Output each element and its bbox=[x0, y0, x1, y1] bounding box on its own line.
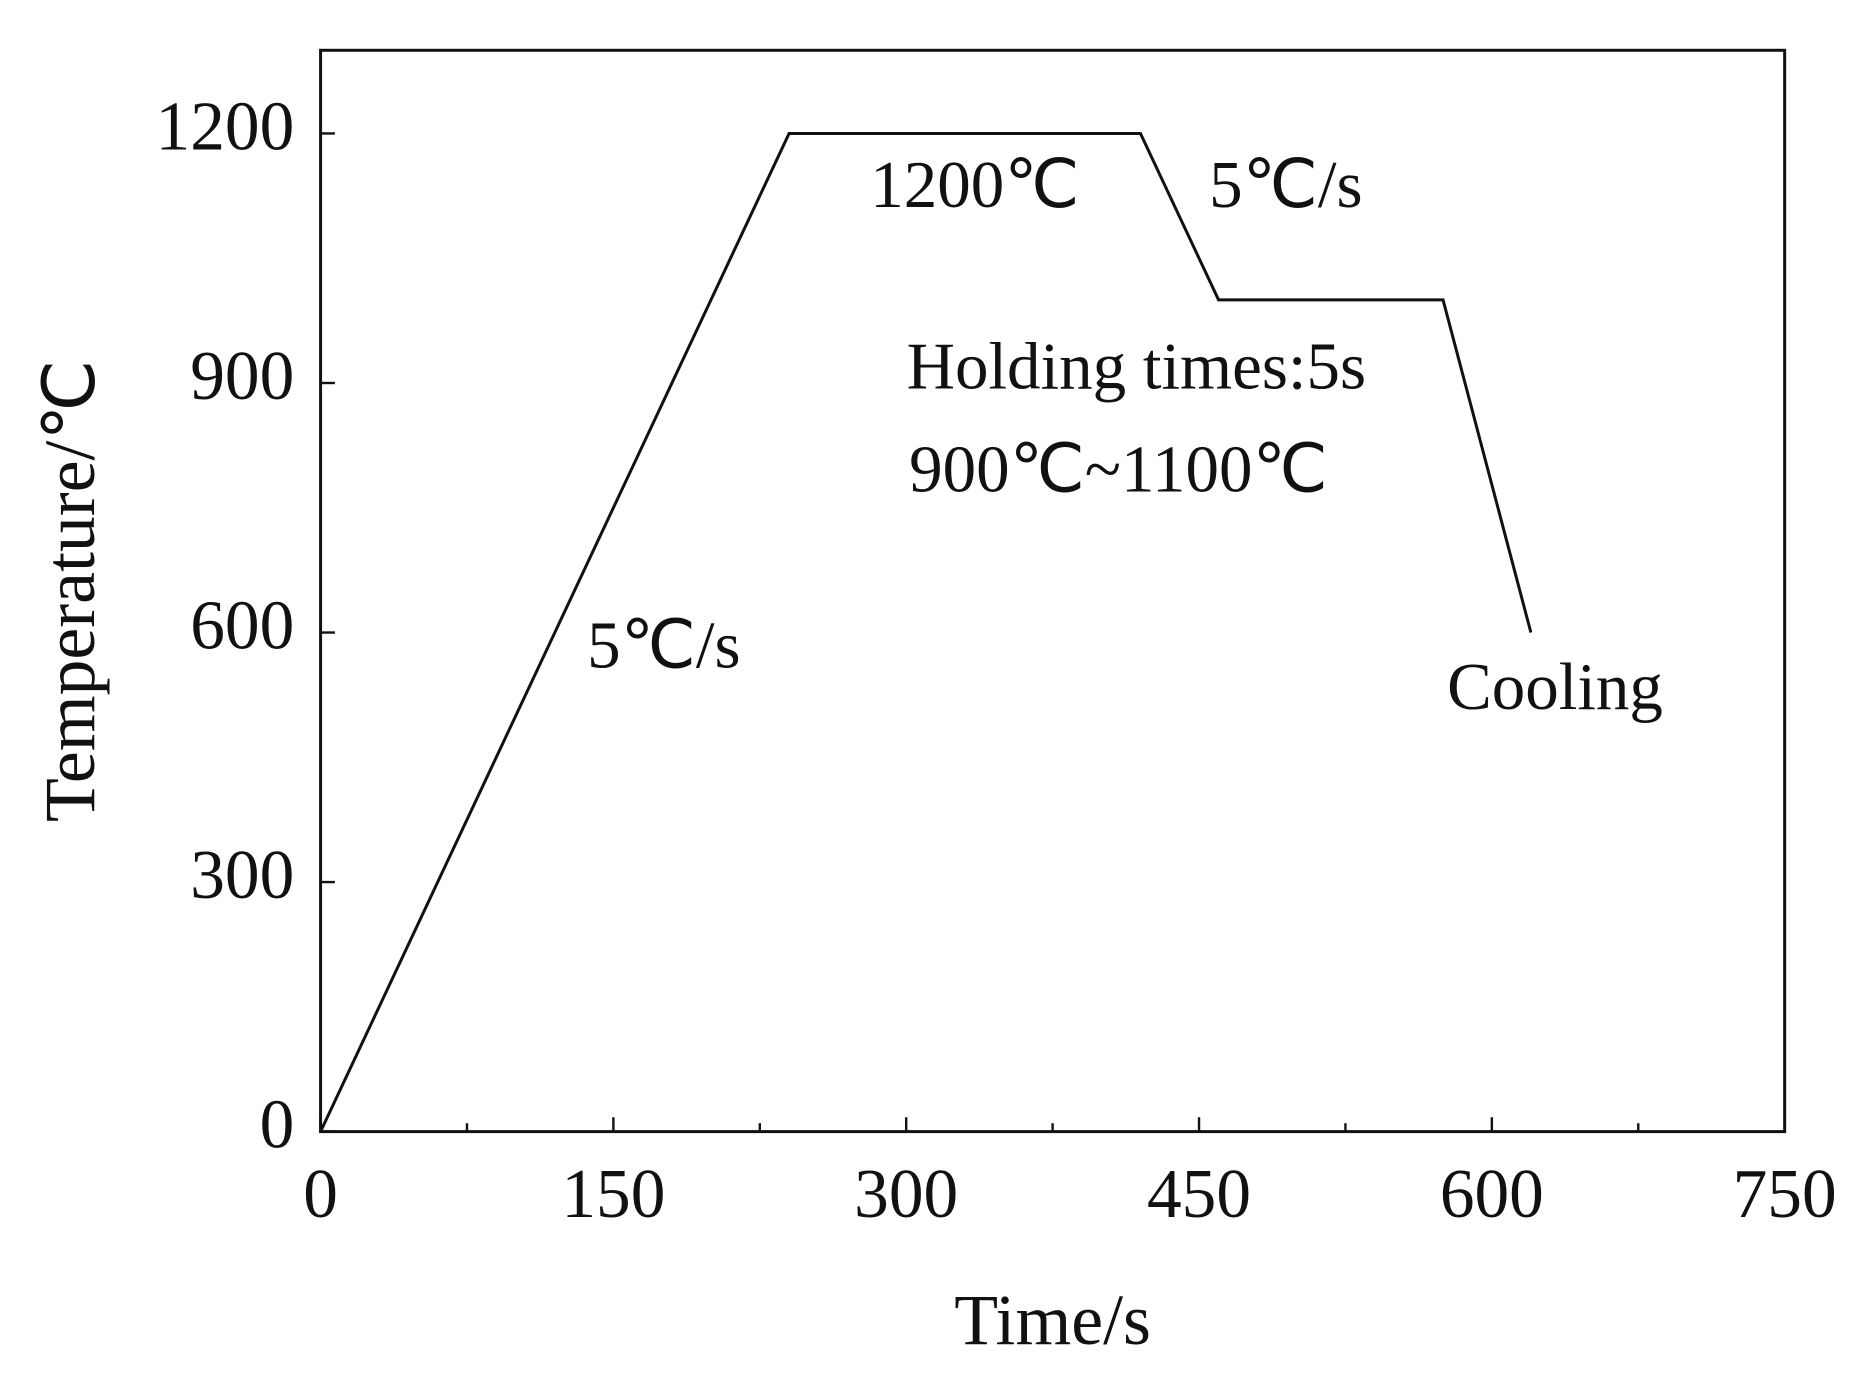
annotation: Holding times:5s bbox=[907, 330, 1367, 404]
annotation: Cooling bbox=[1447, 650, 1663, 724]
x-tick-label: 0 bbox=[303, 1156, 338, 1233]
y-tick-label: 1200 bbox=[156, 88, 295, 165]
annotation: 1200℃ bbox=[870, 148, 1079, 222]
temperature-line bbox=[319, 131, 1533, 1133]
x-axis-title: Time/s bbox=[954, 1280, 1151, 1360]
y-tick-label: 300 bbox=[190, 837, 294, 914]
y-tick-label: 0 bbox=[260, 1087, 295, 1164]
y-tick-label: 600 bbox=[190, 587, 294, 664]
annotation: 900℃~1100℃ bbox=[909, 432, 1328, 506]
x-tick-label: 750 bbox=[1733, 1156, 1837, 1233]
annotation: 5℃/s bbox=[587, 608, 740, 682]
x-tick-label: 450 bbox=[1147, 1156, 1251, 1233]
y-tick-label: 900 bbox=[190, 338, 294, 415]
x-tick-label: 150 bbox=[561, 1156, 665, 1233]
x-tick-label: 600 bbox=[1440, 1156, 1544, 1233]
x-tick-label: 300 bbox=[854, 1156, 958, 1233]
annotation: 5℃/s bbox=[1209, 148, 1362, 222]
y-axis-title: Temperature/℃ bbox=[30, 360, 110, 822]
